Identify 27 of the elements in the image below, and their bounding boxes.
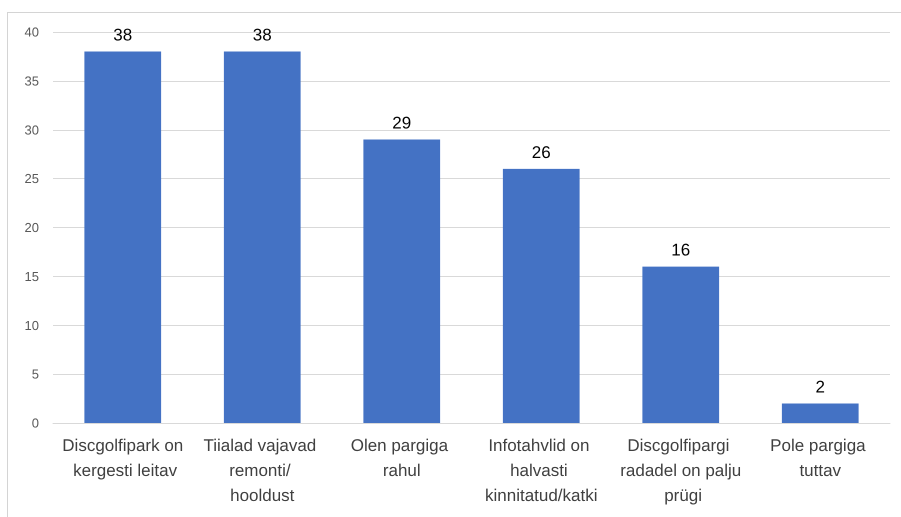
- data-label: 26: [532, 142, 551, 162]
- y-tick-label: 30: [24, 122, 39, 138]
- x-tick-label: Infotahvlid on halvasti kinnitatud/katki: [485, 436, 598, 505]
- data-label: 2: [816, 377, 825, 396]
- bar: [84, 52, 162, 423]
- bar: [224, 52, 301, 423]
- y-tick-label: 35: [24, 73, 39, 88]
- data-label: 16: [671, 240, 690, 260]
- x-tick-label: Olen pargiga rahul: [350, 436, 453, 480]
- y-tick-label: 40: [24, 24, 39, 40]
- x-tick-label: Tiialad vajavad remonti/ hooldust: [204, 436, 321, 505]
- bar: [782, 403, 859, 423]
- y-tick-label: 5: [32, 366, 39, 382]
- x-tick-label: Discgolfipark on kergesti leitav: [62, 436, 184, 480]
- bar: [363, 140, 440, 423]
- data-label: 38: [252, 26, 272, 45]
- y-tick-label: 15: [24, 268, 39, 284]
- y-tick-label: 10: [24, 318, 39, 333]
- data-label: 29: [392, 114, 412, 133]
- x-tick-label: Pole pargiga tuttav: [770, 436, 870, 480]
- x-tick-label: Discgolfipargi radadel on palju prügi: [620, 436, 742, 505]
- bar: [642, 266, 720, 423]
- y-tick-label: 20: [24, 220, 39, 235]
- bar: [502, 168, 580, 423]
- data-label: 38: [113, 26, 132, 45]
- y-tick-label: 25: [24, 171, 39, 186]
- y-tick-label: 0: [32, 416, 39, 430]
